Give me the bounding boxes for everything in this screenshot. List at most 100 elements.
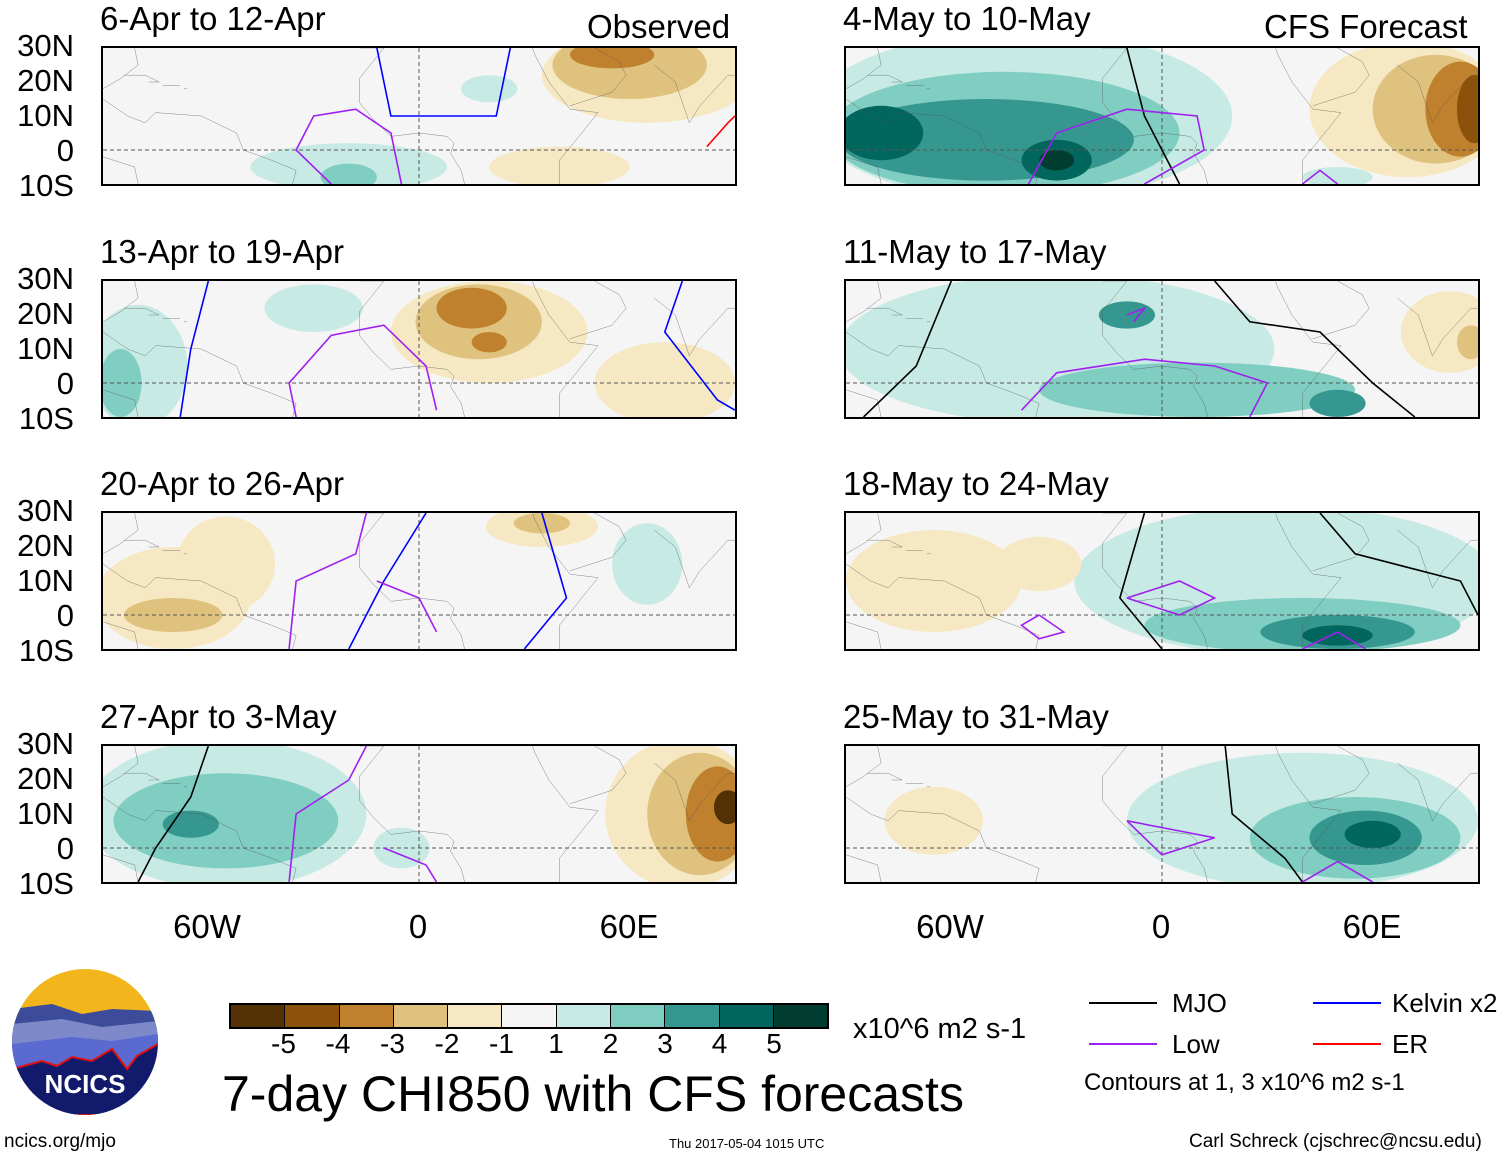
- map-panel-observed: [101, 279, 737, 419]
- coastline: [1274, 48, 1341, 184]
- legend-mjo: MJO: [1172, 988, 1227, 1018]
- anomaly-shading: [320, 163, 377, 184]
- kelvin-contour: [180, 281, 208, 417]
- lat-label: 10S: [18, 633, 74, 668]
- colorbar-swatch: [611, 1005, 666, 1027]
- lat-label: 0: [56, 133, 74, 168]
- coastline: [846, 390, 881, 417]
- mjo-contour: [1225, 746, 1302, 882]
- colorbar-units: x10^6 m2 s-1: [853, 1013, 1027, 1045]
- timestamp: Thu 2017-05-04 1015 UTC: [669, 1136, 825, 1151]
- lat-label: 10N: [17, 796, 74, 831]
- low-contour: [1302, 170, 1337, 184]
- coastline: [846, 797, 1039, 882]
- coastline: [1274, 513, 1341, 649]
- coastline: [1274, 746, 1341, 882]
- anomaly-shading: [569, 48, 655, 69]
- low-contour: [1302, 632, 1365, 649]
- colorbar-tick-label: 4: [711, 1028, 728, 1059]
- legend-line-mjo: [1089, 1002, 1157, 1004]
- anomaly-shading: [685, 766, 735, 862]
- coastline: [103, 332, 296, 417]
- anomaly-shading: [713, 790, 735, 825]
- coastline: [846, 746, 881, 787]
- coastline: [846, 855, 881, 882]
- legend-low: Low: [1172, 1029, 1220, 1059]
- anomaly-shading: [846, 105, 924, 161]
- coastline: [124, 75, 159, 82]
- anomaly-shading: [612, 523, 683, 605]
- colorbar-swatch: [393, 1005, 449, 1027]
- coastline: [1397, 530, 1478, 588]
- map-panel-forecast: [844, 744, 1480, 884]
- lat-label: 0: [56, 366, 74, 401]
- panel-title: 4-May to 10-May: [843, 0, 1091, 37]
- coastline: [570, 48, 626, 106]
- coastline: [654, 530, 735, 588]
- panel-title: 25-May to 31-May: [843, 698, 1109, 735]
- coastline: [570, 281, 626, 339]
- anomaly-shading: [264, 284, 363, 332]
- kelvin-contour: [524, 513, 566, 649]
- colorbar-tick-label: -5: [271, 1028, 296, 1059]
- coastline: [867, 308, 902, 315]
- colorbar-swatch: [339, 1005, 394, 1027]
- lon-label: 60E: [599, 908, 659, 945]
- anomaly-shading: [103, 349, 142, 417]
- coastline: [1397, 298, 1478, 356]
- coastline: [103, 513, 138, 554]
- anomaly-shading: [471, 332, 507, 353]
- colorbar-tick-label: -4: [325, 1028, 351, 1059]
- lat-label: 30N: [17, 726, 74, 761]
- er-contour: [707, 116, 735, 147]
- legend-line-low: [1089, 1043, 1157, 1045]
- kelvin-contour: [665, 281, 735, 410]
- panel-title: 20-Apr to 26-Apr: [100, 465, 344, 502]
- low-contour: [1022, 359, 1268, 417]
- coastline: [846, 564, 1039, 649]
- site-link[interactable]: ncics.org/mjo: [4, 1131, 116, 1152]
- observed-label: Observed: [587, 8, 731, 45]
- coastline: [103, 746, 138, 787]
- coastline: [846, 622, 881, 649]
- anomaly-shading: [846, 530, 1022, 632]
- coastline: [654, 763, 735, 821]
- coastline: [846, 332, 1039, 417]
- low-contour: [384, 848, 437, 882]
- map-panel-forecast: [844, 511, 1480, 651]
- coastline: [531, 513, 598, 649]
- map-panel-observed: [101, 511, 737, 651]
- anomaly-shading: [1456, 75, 1478, 144]
- panel-title: 11-May to 17-May: [843, 233, 1107, 270]
- mjo-contour: [864, 281, 952, 417]
- colorbar-swatch: [285, 1005, 340, 1027]
- anomaly-shading: [373, 827, 430, 869]
- anomaly-shading: [113, 773, 339, 869]
- coastline: [103, 281, 138, 322]
- coastline: [103, 157, 138, 184]
- coastline: [103, 564, 296, 649]
- coastline: [103, 797, 296, 882]
- lat-label: 10N: [17, 98, 74, 133]
- anomaly-shading: [436, 287, 507, 329]
- mjo-contour: [1320, 513, 1478, 615]
- coastline: [846, 48, 881, 89]
- coastline: [1274, 281, 1341, 417]
- colorbar-tick-label: 2: [602, 1028, 619, 1059]
- lon-label: 60W: [173, 908, 241, 945]
- panel-title: 6-Apr to 12-Apr: [100, 0, 326, 37]
- anomaly-shading: [1309, 389, 1366, 417]
- anomaly-shading: [996, 536, 1082, 592]
- map-panel-observed: [101, 744, 737, 884]
- low-contour: [1302, 862, 1372, 882]
- coastline: [103, 622, 138, 649]
- coastline: [124, 773, 159, 780]
- coastline: [103, 855, 138, 882]
- coastline: [103, 99, 296, 184]
- low-contour: [1022, 615, 1064, 639]
- mjo-contour: [1120, 513, 1162, 649]
- anomaly-shading: [1039, 150, 1075, 171]
- panel-title: 27-Apr to 3-May: [100, 698, 337, 735]
- forecast-label: CFS Forecast: [1264, 8, 1468, 45]
- coastline: [531, 281, 598, 417]
